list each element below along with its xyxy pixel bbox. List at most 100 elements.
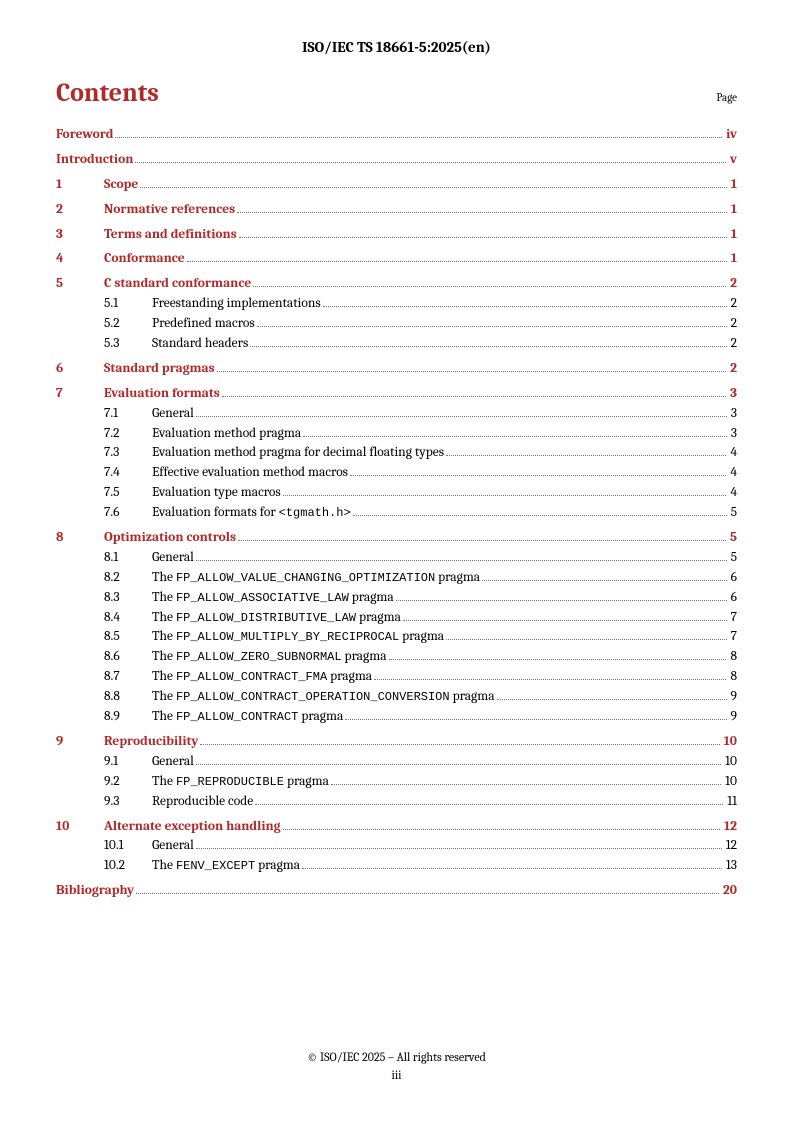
toc-subentry: 9.3Reproducible code11 bbox=[56, 793, 737, 812]
entry-page: 10 bbox=[722, 733, 737, 752]
entry-title-col: Evaluation method pragma bbox=[152, 425, 729, 444]
entry-label: The FP_ALLOW_CONTRACT pragma bbox=[152, 708, 343, 727]
toc-subentry: 7.6Evaluation formats for <tgmath.h>5 bbox=[56, 504, 737, 523]
leader-dots bbox=[374, 679, 726, 680]
subsection-number: 8.3 bbox=[104, 589, 152, 608]
toc-entry: Bibliography20 bbox=[56, 882, 737, 901]
toc-subentry: 7.2Evaluation method pragma3 bbox=[56, 425, 737, 444]
entry-title-col: The FP_ALLOW_MULTIPLY_BY_RECIPROCAL prag… bbox=[152, 628, 729, 647]
entry-title-col: The FP_ALLOW_DISTRIBUTIVE_LAW pragma bbox=[152, 609, 729, 628]
section-number: 8 bbox=[56, 529, 104, 548]
toc-entry: 2Normative references1 bbox=[56, 201, 737, 220]
entry-label: Evaluation type macros bbox=[152, 484, 281, 503]
entry-title-col: Evaluation method pragma for decimal flo… bbox=[152, 444, 728, 463]
leader-dots bbox=[253, 286, 726, 287]
leader-dots bbox=[396, 600, 727, 601]
toc-subentry: 8.9The FP_ALLOW_CONTRACT pragma9 bbox=[56, 708, 737, 727]
entry-title-col: The FP_ALLOW_CONTRACT pragma bbox=[152, 708, 729, 727]
entry-title-col: General bbox=[152, 753, 723, 772]
toc-subentry: 8.2The FP_ALLOW_VALUE_CHANGING_OPTIMIZAT… bbox=[56, 569, 737, 588]
entry-page: 1 bbox=[729, 250, 737, 269]
entry-page: 12 bbox=[724, 837, 737, 856]
leader-dots bbox=[497, 699, 727, 700]
section-number: 1 bbox=[56, 176, 104, 195]
leader-dots bbox=[350, 475, 726, 476]
leader-dots bbox=[257, 326, 727, 327]
subsection-number: 9.2 bbox=[104, 773, 152, 792]
entry-label: C standard conformance bbox=[104, 275, 251, 294]
entry-title-col: Standard pragmas bbox=[104, 360, 728, 379]
entry-page: v bbox=[728, 151, 737, 170]
entry-page: 7 bbox=[729, 628, 737, 647]
leader-dots bbox=[200, 744, 719, 745]
toc-subentry: 5.3Standard headers2 bbox=[56, 335, 737, 354]
entry-title-col: The FP_ALLOW_ZERO_SUBNORMAL pragma bbox=[152, 648, 728, 667]
entry-title-col: Introduction bbox=[56, 151, 728, 170]
entry-title-col: Standard headers bbox=[152, 335, 729, 354]
leader-dots bbox=[222, 396, 726, 397]
section-number: 6 bbox=[56, 360, 104, 379]
entry-label: Bibliography bbox=[56, 882, 134, 901]
entry-title-col: The FP_ALLOW_ASSOCIATIVE_LAW pragma bbox=[152, 589, 729, 608]
subsection-number: 8.7 bbox=[104, 668, 152, 687]
entry-label: Alternate exception handling bbox=[104, 818, 281, 837]
subsection-number: 8.9 bbox=[104, 708, 152, 727]
toc-entry: Introductionv bbox=[56, 151, 737, 170]
subsection-number: 8.2 bbox=[104, 569, 152, 588]
toc-entry: 5C standard conformance2 bbox=[56, 275, 737, 294]
entry-page: 11 bbox=[725, 793, 737, 812]
toc-entry: 3Terms and definitions1 bbox=[56, 226, 737, 245]
entry-title-col: Optimization controls bbox=[104, 529, 728, 548]
subsection-number: 9.1 bbox=[104, 753, 152, 772]
toc-subentry: 8.8The FP_ALLOW_CONTRACT_OPERATION_CONVE… bbox=[56, 688, 737, 707]
entry-title-col: The FENV_EXCEPT pragma bbox=[152, 857, 724, 876]
subsection-number: 7.6 bbox=[104, 504, 152, 523]
entry-page: 7 bbox=[729, 609, 737, 628]
entry-title-col: Evaluation formats for <tgmath.h> bbox=[152, 504, 729, 523]
leader-dots bbox=[353, 515, 727, 516]
toc-subentry: 7.1General3 bbox=[56, 405, 737, 424]
leader-dots bbox=[331, 784, 721, 785]
page-number: iii bbox=[0, 1068, 793, 1082]
entry-title-col: General bbox=[152, 405, 729, 424]
section-number: 5 bbox=[56, 275, 104, 294]
entry-title-col: Normative references bbox=[104, 201, 729, 220]
entry-label: The FP_ALLOW_DISTRIBUTIVE_LAW pragma bbox=[152, 609, 401, 628]
entry-page: 5 bbox=[729, 504, 737, 523]
subsection-number: 10.1 bbox=[104, 837, 152, 856]
toc-subentry: 8.5The FP_ALLOW_MULTIPLY_BY_RECIPROCAL p… bbox=[56, 628, 737, 647]
entry-label: The FP_ALLOW_VALUE_CHANGING_OPTIMIZATION… bbox=[152, 569, 480, 588]
entry-title-col: Reproducibility bbox=[104, 733, 722, 752]
entry-title-col: Effective evaluation method macros bbox=[152, 464, 728, 483]
entry-label: Scope bbox=[104, 176, 138, 195]
entry-label: The FP_REPRODUCIBLE pragma bbox=[152, 773, 329, 792]
entry-title-col: Bibliography bbox=[56, 882, 721, 901]
entry-label: General bbox=[152, 753, 194, 772]
leader-dots bbox=[389, 659, 727, 660]
entry-label: Standard headers bbox=[152, 335, 248, 354]
contents-title: Contents bbox=[56, 78, 159, 108]
entry-title-col: General bbox=[152, 549, 729, 568]
entry-page: iv bbox=[724, 126, 737, 145]
entry-label: Foreword bbox=[56, 126, 113, 145]
entry-page: 4 bbox=[728, 464, 737, 483]
entry-page: 6 bbox=[729, 589, 737, 608]
leader-dots bbox=[135, 162, 726, 163]
entry-label: Effective evaluation method macros bbox=[152, 464, 348, 483]
leader-dots bbox=[323, 306, 727, 307]
entry-label: Reproducibility bbox=[104, 733, 198, 752]
entry-label: The FP_ALLOW_CONTRACT_OPERATION_CONVERSI… bbox=[152, 688, 495, 707]
toc-subentry: 5.2Predefined macros2 bbox=[56, 315, 737, 334]
leader-dots bbox=[136, 893, 719, 894]
subsection-number: 5.3 bbox=[104, 335, 152, 354]
entry-title-col: Predefined macros bbox=[152, 315, 729, 334]
entry-label: Normative references bbox=[104, 201, 235, 220]
toc-subentry: 8.6The FP_ALLOW_ZERO_SUBNORMAL pragma8 bbox=[56, 648, 737, 667]
leader-dots bbox=[283, 829, 720, 830]
leader-dots bbox=[196, 764, 721, 765]
leader-dots bbox=[403, 620, 727, 621]
entry-title-col: Evaluation type macros bbox=[152, 484, 728, 503]
entry-page: 5 bbox=[729, 549, 737, 568]
subsection-number: 7.2 bbox=[104, 425, 152, 444]
toc-subentry: 9.2The FP_REPRODUCIBLE pragma10 bbox=[56, 773, 737, 792]
